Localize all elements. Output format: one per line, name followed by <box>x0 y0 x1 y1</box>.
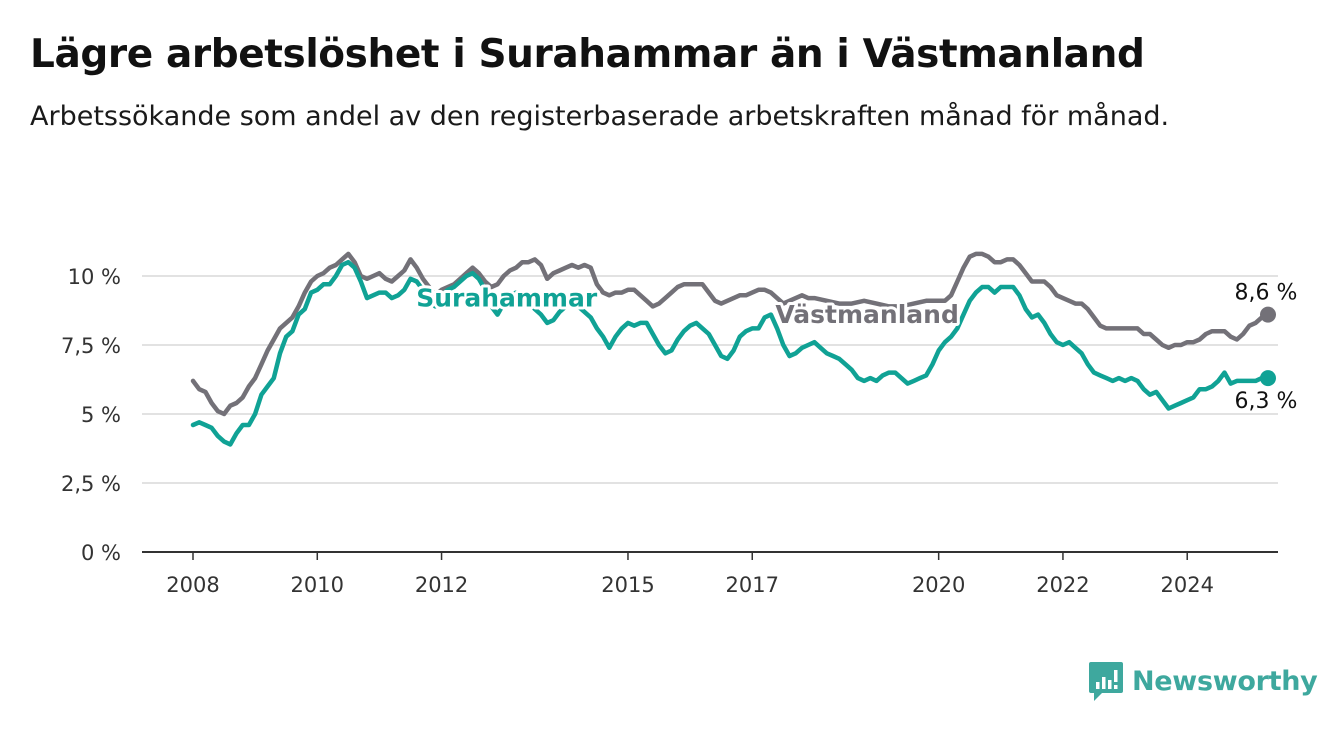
chart-title: Lägre arbetslöshet i Surahammar än i Väs… <box>30 32 1145 77</box>
series-end-value-vastmanland: 8,6 % <box>1235 281 1298 306</box>
x-tick-label: 2022 <box>1036 573 1089 597</box>
x-tick-label: 2020 <box>912 573 965 597</box>
series-label-surahammar: Surahammar <box>416 284 598 313</box>
series-lines <box>190 251 1276 447</box>
x-tick-label: 2008 <box>166 573 219 597</box>
bar-chart-bubble-icon <box>1089 662 1123 701</box>
x-tick-label: 2010 <box>291 573 344 597</box>
y-tick-label: 2,5 % <box>61 472 121 496</box>
series-line-vastmanland <box>190 251 1271 417</box>
x-tick-label: 2024 <box>1160 573 1213 597</box>
x-tick-label: 2017 <box>726 573 779 597</box>
series-end-value-surahammar: 6,3 % <box>1235 389 1298 414</box>
x-tick-label: 2012 <box>415 573 468 597</box>
brand-name: Newsworthy <box>1132 665 1318 697</box>
series-end-point-vastmanland <box>1260 306 1276 323</box>
y-tick-label: 10 % <box>68 265 121 289</box>
y-tick-label: 0 % <box>81 541 121 565</box>
y-tick-label: 5 % <box>81 403 121 427</box>
gridlines <box>142 275 1278 484</box>
chart-subtitle: Arbetssökande som andel av den registerb… <box>30 101 1170 132</box>
chart-labels: 8,6 % 6,3 % Surahammar Västmanland <box>413 281 1298 415</box>
axes: 0 % 2,5 % 5 % 7,5 % 10 % 2008 2010 2012 2015 2017… <box>61 265 1278 597</box>
series-line-surahammar <box>190 259 1271 447</box>
x-tick-label: 2015 <box>601 573 654 597</box>
y-tick-label: 7,5 % <box>61 334 121 358</box>
newsworthy-logo[interactable]: Newsworthy <box>1088 660 1318 702</box>
series-end-point-surahammar <box>1260 370 1276 387</box>
series-label-vastmanland: Västmanland <box>775 300 959 329</box>
